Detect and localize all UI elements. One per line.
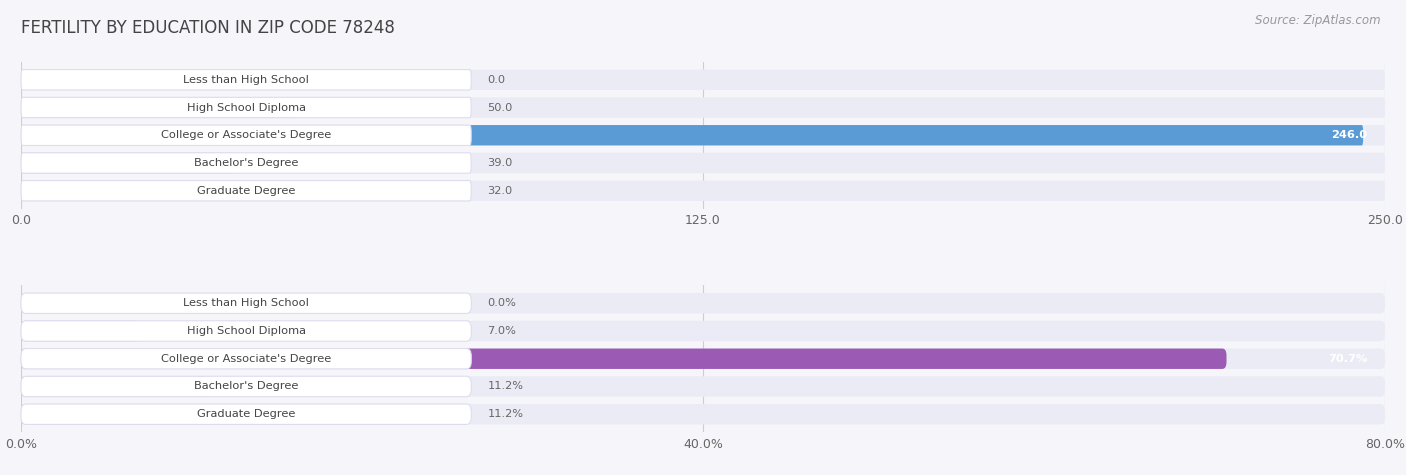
- FancyBboxPatch shape: [21, 125, 471, 145]
- FancyBboxPatch shape: [21, 321, 1385, 341]
- FancyBboxPatch shape: [21, 153, 1385, 173]
- Text: Graduate Degree: Graduate Degree: [197, 186, 295, 196]
- FancyBboxPatch shape: [21, 321, 471, 341]
- FancyBboxPatch shape: [21, 97, 471, 118]
- FancyBboxPatch shape: [21, 349, 1385, 369]
- Text: 11.2%: 11.2%: [488, 381, 523, 391]
- FancyBboxPatch shape: [21, 97, 294, 118]
- FancyBboxPatch shape: [21, 180, 1385, 201]
- FancyBboxPatch shape: [21, 125, 1364, 145]
- FancyBboxPatch shape: [21, 180, 471, 201]
- FancyBboxPatch shape: [21, 153, 233, 173]
- Text: Less than High School: Less than High School: [183, 298, 309, 308]
- Text: College or Associate's Degree: College or Associate's Degree: [162, 130, 332, 140]
- FancyBboxPatch shape: [21, 321, 141, 341]
- FancyBboxPatch shape: [21, 293, 1385, 314]
- Text: 39.0: 39.0: [488, 158, 513, 168]
- Text: 11.2%: 11.2%: [488, 409, 523, 419]
- FancyBboxPatch shape: [21, 376, 212, 397]
- FancyBboxPatch shape: [21, 69, 1385, 90]
- Text: Bachelor's Degree: Bachelor's Degree: [194, 381, 298, 391]
- Text: 246.0: 246.0: [1331, 130, 1367, 140]
- FancyBboxPatch shape: [21, 349, 471, 369]
- Text: 50.0: 50.0: [488, 103, 513, 113]
- FancyBboxPatch shape: [21, 180, 195, 201]
- Text: 7.0%: 7.0%: [488, 326, 516, 336]
- Text: Source: ZipAtlas.com: Source: ZipAtlas.com: [1256, 14, 1381, 27]
- FancyBboxPatch shape: [21, 153, 471, 173]
- FancyBboxPatch shape: [21, 293, 471, 314]
- Text: College or Associate's Degree: College or Associate's Degree: [162, 354, 332, 364]
- Text: High School Diploma: High School Diploma: [187, 103, 305, 113]
- Text: Less than High School: Less than High School: [183, 75, 309, 85]
- FancyBboxPatch shape: [21, 125, 1385, 145]
- Text: FERTILITY BY EDUCATION IN ZIP CODE 78248: FERTILITY BY EDUCATION IN ZIP CODE 78248: [21, 19, 395, 37]
- FancyBboxPatch shape: [21, 404, 471, 425]
- Text: High School Diploma: High School Diploma: [187, 326, 305, 336]
- FancyBboxPatch shape: [21, 376, 471, 397]
- Text: 70.7%: 70.7%: [1327, 354, 1367, 364]
- FancyBboxPatch shape: [21, 69, 471, 90]
- Text: 0.0%: 0.0%: [488, 298, 516, 308]
- FancyBboxPatch shape: [21, 376, 1385, 397]
- FancyBboxPatch shape: [21, 349, 1226, 369]
- Text: Bachelor's Degree: Bachelor's Degree: [194, 158, 298, 168]
- Text: 32.0: 32.0: [488, 186, 513, 196]
- FancyBboxPatch shape: [21, 97, 1385, 118]
- Text: 0.0: 0.0: [488, 75, 506, 85]
- Text: Graduate Degree: Graduate Degree: [197, 409, 295, 419]
- FancyBboxPatch shape: [21, 404, 212, 425]
- FancyBboxPatch shape: [21, 404, 1385, 425]
